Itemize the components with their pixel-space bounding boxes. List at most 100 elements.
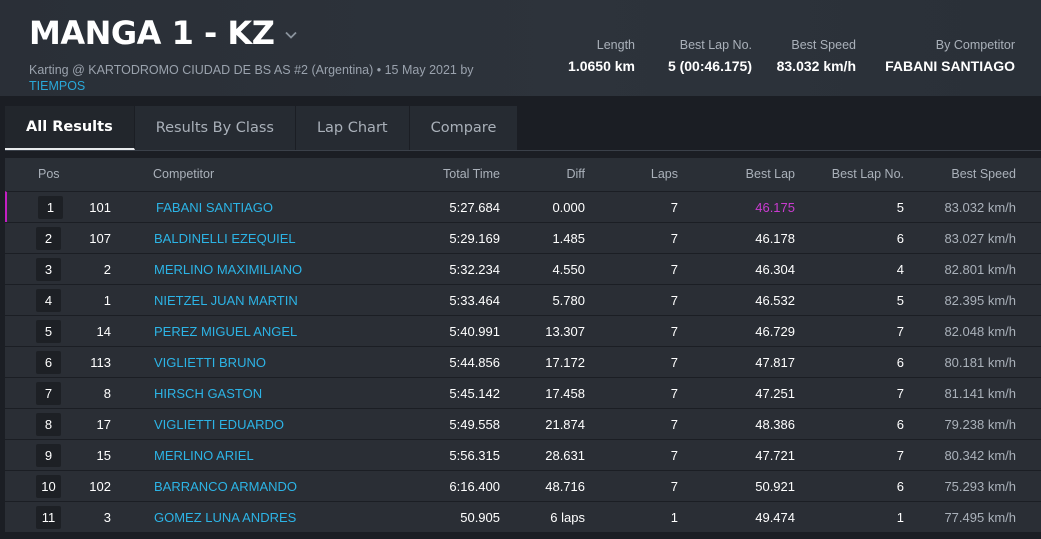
event-header: MANGA 1 - KZ Karting @ KARTODROMO CIUDAD…: [0, 0, 1041, 96]
competitor-name[interactable]: VIGLIETTI EDUARDO: [154, 417, 285, 432]
page-title: MANGA 1 - KZ: [29, 14, 275, 52]
table-row[interactable]: 6 113 VIGLIETTI BRUNO 5:44.856 17.172 7 47.817…: [5, 346, 1041, 377]
laps: 7: [670, 417, 678, 432]
total-time: 5:49.558: [449, 417, 500, 432]
competitor-name[interactable]: PEREZ MIGUEL ANGEL: [154, 324, 298, 339]
laps: 7: [670, 355, 678, 370]
diff: 17.458: [545, 386, 585, 401]
position-badge: 4: [36, 289, 61, 312]
col-total-time[interactable]: Total Time: [443, 167, 500, 181]
col-best-lap[interactable]: Best Lap: [745, 167, 795, 181]
diff: 48.716: [545, 479, 585, 494]
stat-best-speed: Best Speed 83.032 km/h: [777, 38, 856, 74]
timing-provider-link[interactable]: TIEMPOS: [29, 79, 86, 93]
diff: 5.780: [552, 293, 585, 308]
table-row[interactable]: 4 1 NIETZEL JUAN MARTIN 5:33.464 5.780 7 46.53…: [5, 284, 1041, 315]
table-row[interactable]: 8 17 VIGLIETTI EDUARDO 5:49.558 21.874 7 48.38…: [5, 408, 1041, 439]
best-speed: 82.048 km/h: [944, 324, 1016, 339]
col-best-lap-no[interactable]: Best Lap No.: [831, 167, 904, 181]
total-time: 50.905: [460, 510, 500, 525]
position-badge: 2: [36, 227, 61, 250]
col-diff[interactable]: Diff: [566, 167, 585, 181]
tab-results-by-class[interactable]: Results By Class: [135, 106, 296, 150]
kart-number: 1: [103, 293, 111, 308]
table-row[interactable]: 7 8 HIRSCH GASTON 5:45.142 17.458 7 47.251 7 81.…: [5, 377, 1041, 408]
competitor-name[interactable]: NIETZEL JUAN MARTIN: [154, 293, 298, 308]
chevron-down-icon[interactable]: [284, 28, 298, 42]
diff: 13.307: [545, 324, 585, 339]
best-lap-no: 7: [896, 386, 904, 401]
total-time: 5:27.684: [449, 200, 500, 215]
best-lap: 47.721: [755, 448, 795, 463]
position-badge: 11: [36, 506, 61, 529]
diff: 28.631: [545, 448, 585, 463]
stat-length: Length 1.0650 km: [568, 38, 635, 74]
laps: 1: [670, 510, 678, 525]
competitor-name[interactable]: MERLINO MAXIMILIANO: [154, 262, 303, 277]
laps: 7: [670, 200, 678, 215]
best-lap: 49.474: [755, 510, 795, 525]
col-best-speed[interactable]: Best Speed: [951, 167, 1016, 181]
best-speed: 81.141 km/h: [944, 386, 1016, 401]
kart-number: 101: [89, 200, 111, 215]
table-row[interactable]: 11 3 GOMEZ LUNA ANDRES 50.905 6 laps 1 49.474 1…: [5, 501, 1041, 532]
total-time: 6:16.400: [449, 479, 500, 494]
best-lap-no: 6: [896, 355, 904, 370]
total-time: 5:29.169: [449, 231, 500, 246]
kart-number: 14: [96, 324, 111, 339]
best-lap-no: 5: [896, 293, 904, 308]
col-pos[interactable]: Pos: [38, 167, 60, 181]
total-time: 5:33.464: [449, 293, 500, 308]
laps: 7: [670, 479, 678, 494]
best-lap-no: 6: [896, 417, 904, 432]
competitor-name[interactable]: GOMEZ LUNA ANDRES: [154, 510, 297, 525]
competitor-name[interactable]: BALDINELLI EZEQUIEL: [154, 231, 296, 246]
total-time: 5:32.234: [449, 262, 500, 277]
table-row[interactable]: 1 101 FABANI SANTIAGO 5:27.684 0.000 7 46.175 5…: [5, 191, 1041, 222]
total-time: 5:45.142: [449, 386, 500, 401]
best-lap-no: 5: [896, 200, 904, 215]
title-row: MANGA 1 - KZ: [29, 14, 298, 52]
best-lap-no: 7: [896, 324, 904, 339]
table-row[interactable]: 10 102 BARRANCO ARMANDO 6:16.400 48.716 7 50.9…: [5, 470, 1041, 501]
laps: 7: [670, 231, 678, 246]
table-header: Pos Competitor Total Time Diff Laps Best…: [5, 158, 1041, 191]
best-lap: 50.921: [755, 479, 795, 494]
position-badge: 10: [36, 475, 61, 498]
best-speed: 75.293 km/h: [944, 479, 1016, 494]
stat-label: Length: [596, 38, 635, 52]
table-row[interactable]: 9 15 MERLINO ARIEL 5:56.315 28.631 7 47.721 7 80…: [5, 439, 1041, 470]
best-lap-no: 7: [896, 448, 904, 463]
best-speed: 80.181 km/h: [944, 355, 1016, 370]
kart-number: 17: [96, 417, 111, 432]
competitor-name[interactable]: VIGLIETTI BRUNO: [154, 355, 266, 370]
competitor-name[interactable]: HIRSCH GASTON: [154, 386, 263, 401]
table-body: 1 101 FABANI SANTIAGO 5:27.684 0.000 7 46.175 5…: [5, 191, 1041, 532]
col-competitor[interactable]: Competitor: [153, 167, 215, 181]
competitor-name[interactable]: FABANI SANTIAGO: [156, 200, 274, 215]
table-row[interactable]: 3 2 MERLINO MAXIMILIANO 5:32.234 4.550 7 46.30…: [5, 253, 1041, 284]
laps: 7: [670, 293, 678, 308]
best-speed: 82.395 km/h: [944, 293, 1016, 308]
tab-lap-chart[interactable]: Lap Chart: [296, 106, 410, 150]
best-speed: 83.027 km/h: [944, 231, 1016, 246]
tab-compare[interactable]: Compare: [410, 106, 519, 150]
kart-number: 2: [103, 262, 111, 277]
best-lap: 46.532: [755, 293, 795, 308]
table-row[interactable]: 5 14 PEREZ MIGUEL ANGEL 5:40.991 13.307 7 46.7…: [5, 315, 1041, 346]
stat-value: 1.0650 km: [568, 58, 635, 74]
competitor-name[interactable]: MERLINO ARIEL: [154, 448, 254, 463]
best-lap-no: 6: [896, 479, 904, 494]
tab-all-results[interactable]: All Results: [5, 106, 135, 150]
stat-best-lap-no: Best Lap No. 5 (00:46.175): [668, 38, 752, 74]
laps: 7: [670, 324, 678, 339]
col-laps[interactable]: Laps: [650, 167, 678, 181]
table-row[interactable]: 2 107 BALDINELLI EZEQUIEL 5:29.169 1.485 7 46.…: [5, 222, 1041, 253]
best-lap-no: 1: [896, 510, 904, 525]
diff: 0.000: [552, 200, 585, 215]
position-badge: 8: [36, 413, 61, 436]
tab-divider: [5, 150, 1041, 151]
laps: 7: [670, 448, 678, 463]
competitor-name[interactable]: BARRANCO ARMANDO: [154, 479, 298, 494]
stat-label: Best Lap No.: [679, 38, 752, 52]
